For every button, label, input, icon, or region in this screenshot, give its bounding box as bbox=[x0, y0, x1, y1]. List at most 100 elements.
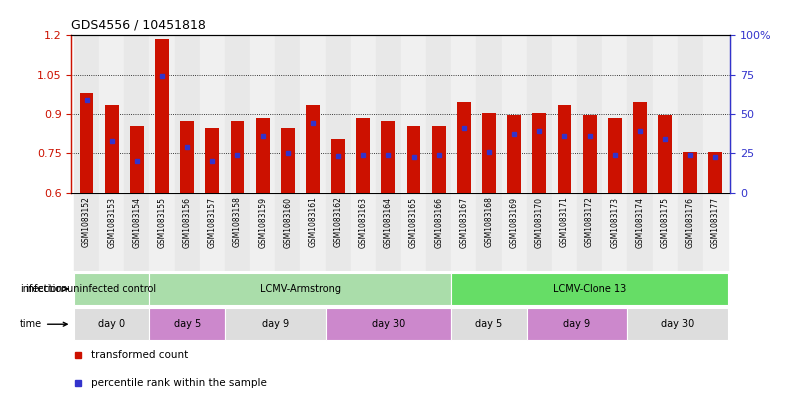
Bar bbox=[155, 39, 169, 193]
Bar bbox=[476, 35, 502, 193]
Text: GSM1083177: GSM1083177 bbox=[711, 196, 720, 248]
Bar bbox=[225, 308, 326, 340]
Text: day 0: day 0 bbox=[98, 319, 125, 329]
Bar bbox=[130, 126, 144, 193]
Bar bbox=[526, 193, 552, 271]
Bar bbox=[230, 121, 245, 193]
Text: GSM1083164: GSM1083164 bbox=[384, 196, 393, 248]
Bar bbox=[79, 93, 94, 193]
Text: uninfected control: uninfected control bbox=[67, 284, 156, 294]
Text: GSM1083170: GSM1083170 bbox=[535, 196, 544, 248]
Bar bbox=[376, 193, 401, 271]
Text: GDS4556 / 10451818: GDS4556 / 10451818 bbox=[71, 18, 206, 31]
Bar bbox=[482, 113, 496, 193]
Bar bbox=[149, 308, 225, 340]
Bar bbox=[74, 35, 99, 193]
Bar bbox=[200, 35, 225, 193]
Bar bbox=[583, 115, 596, 193]
Bar bbox=[451, 308, 526, 340]
Bar bbox=[633, 102, 647, 193]
Text: GSM1083157: GSM1083157 bbox=[208, 196, 217, 248]
Text: infection: infection bbox=[20, 284, 68, 294]
Text: GSM1083159: GSM1083159 bbox=[258, 196, 267, 248]
Bar bbox=[577, 193, 602, 271]
Text: day 30: day 30 bbox=[661, 319, 694, 329]
Bar bbox=[426, 193, 451, 271]
Text: percentile rank within the sample: percentile rank within the sample bbox=[91, 378, 267, 388]
Text: GSM1083172: GSM1083172 bbox=[585, 196, 594, 247]
Bar bbox=[225, 193, 250, 271]
Text: GSM1083176: GSM1083176 bbox=[686, 196, 695, 248]
Text: GSM1083169: GSM1083169 bbox=[510, 196, 518, 248]
Bar bbox=[300, 193, 326, 271]
Bar bbox=[502, 35, 526, 193]
Bar bbox=[175, 193, 200, 271]
Bar bbox=[206, 129, 219, 193]
Bar bbox=[175, 35, 200, 193]
Bar bbox=[677, 193, 703, 271]
Bar bbox=[300, 35, 326, 193]
Bar bbox=[125, 35, 149, 193]
Bar bbox=[684, 152, 697, 193]
Bar bbox=[200, 193, 225, 271]
Bar bbox=[351, 35, 376, 193]
Text: LCMV-Armstrong: LCMV-Armstrong bbox=[260, 284, 341, 294]
Bar bbox=[627, 193, 653, 271]
Bar bbox=[74, 308, 149, 340]
Text: GSM1083168: GSM1083168 bbox=[484, 196, 494, 247]
Text: GSM1083152: GSM1083152 bbox=[82, 196, 91, 247]
Bar bbox=[351, 193, 376, 271]
Text: GSM1083154: GSM1083154 bbox=[133, 196, 141, 248]
Bar bbox=[105, 105, 118, 193]
Bar bbox=[677, 35, 703, 193]
Text: GSM1083161: GSM1083161 bbox=[308, 196, 318, 247]
Text: GSM1083173: GSM1083173 bbox=[611, 196, 619, 248]
Bar bbox=[577, 35, 602, 193]
Bar bbox=[457, 102, 471, 193]
Bar bbox=[125, 193, 149, 271]
Text: GSM1083160: GSM1083160 bbox=[283, 196, 292, 248]
Bar bbox=[407, 126, 421, 193]
Bar bbox=[401, 35, 426, 193]
Text: GSM1083155: GSM1083155 bbox=[157, 196, 167, 248]
Bar bbox=[250, 193, 276, 271]
Text: GSM1083165: GSM1083165 bbox=[409, 196, 418, 248]
Text: infection: infection bbox=[25, 284, 67, 294]
Text: day 30: day 30 bbox=[372, 319, 405, 329]
Bar bbox=[357, 118, 370, 193]
Bar bbox=[502, 193, 526, 271]
Bar bbox=[476, 193, 502, 271]
Bar bbox=[180, 121, 194, 193]
Bar bbox=[432, 126, 445, 193]
Bar bbox=[331, 139, 345, 193]
Bar bbox=[658, 115, 672, 193]
Bar bbox=[526, 308, 627, 340]
Bar bbox=[149, 273, 451, 305]
Bar bbox=[426, 35, 451, 193]
Text: GSM1083166: GSM1083166 bbox=[434, 196, 443, 248]
Bar bbox=[533, 113, 546, 193]
Text: GSM1083167: GSM1083167 bbox=[460, 196, 468, 248]
Bar bbox=[326, 35, 351, 193]
Bar bbox=[256, 118, 269, 193]
Bar bbox=[74, 273, 149, 305]
Bar bbox=[703, 35, 728, 193]
Bar bbox=[602, 35, 627, 193]
Text: day 5: day 5 bbox=[174, 319, 201, 329]
Text: GSM1083171: GSM1083171 bbox=[560, 196, 569, 247]
Bar bbox=[149, 193, 175, 271]
Bar bbox=[703, 193, 728, 271]
Bar bbox=[306, 105, 320, 193]
Bar bbox=[99, 193, 125, 271]
Bar bbox=[326, 308, 451, 340]
Bar bbox=[225, 35, 250, 193]
Text: GSM1083153: GSM1083153 bbox=[107, 196, 116, 248]
Text: GSM1083158: GSM1083158 bbox=[233, 196, 242, 247]
Text: day 9: day 9 bbox=[564, 319, 591, 329]
Bar bbox=[608, 118, 622, 193]
Bar bbox=[557, 105, 572, 193]
Text: GSM1083163: GSM1083163 bbox=[359, 196, 368, 248]
Bar bbox=[276, 35, 300, 193]
Bar bbox=[326, 193, 351, 271]
Bar bbox=[552, 193, 577, 271]
